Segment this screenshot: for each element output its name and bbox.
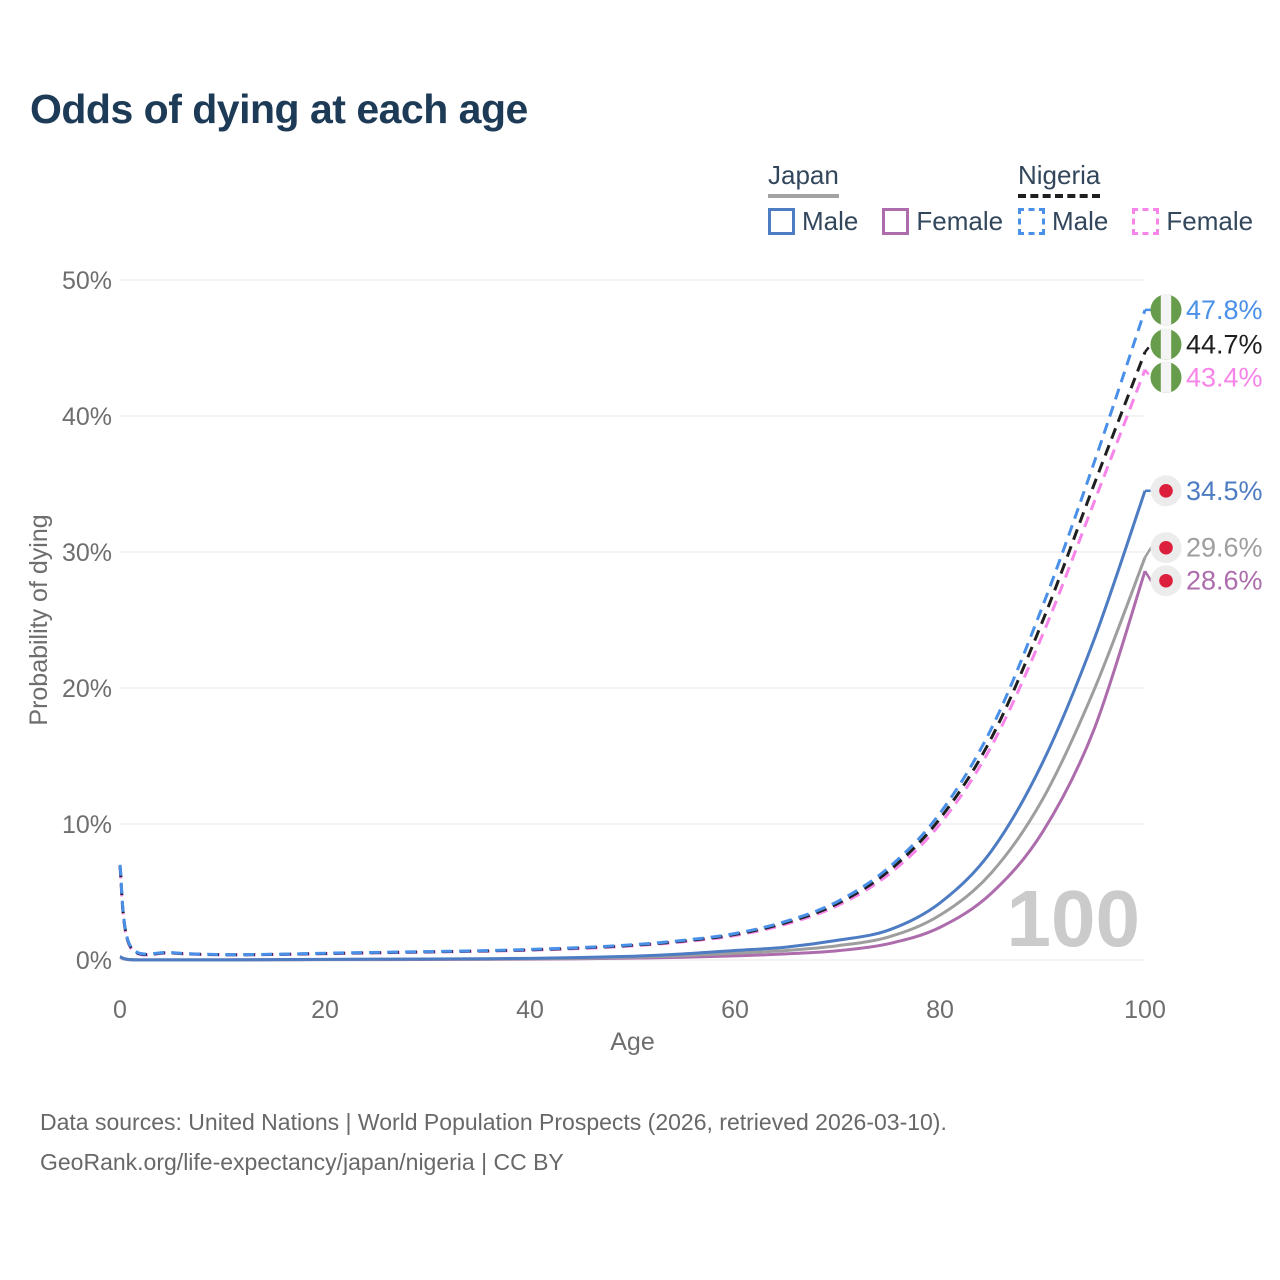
- hover-age-watermark: 100: [1007, 874, 1140, 963]
- series-end-label: 34.5%: [1186, 476, 1263, 506]
- y-tick-label: 30%: [62, 539, 112, 567]
- legend-item-label: Female: [916, 206, 1004, 236]
- y-axis-title: Probability of dying: [25, 514, 53, 725]
- legend-header-japan[interactable]: Japan: [768, 160, 839, 198]
- series-end-label: 44.7%: [1186, 329, 1263, 359]
- x-tick-label: 0: [113, 996, 127, 1024]
- nigeria-flag-icon: [1150, 294, 1182, 326]
- x-tick-label: 100: [1124, 996, 1166, 1024]
- series-line-japan-male[interactable]: [119, 490, 1147, 962]
- legend-item-japan-female[interactable]: Female: [882, 206, 1003, 237]
- series-end-label: 29.6%: [1186, 533, 1263, 563]
- legend-item-nigeria-male[interactable]: Male: [1018, 206, 1108, 237]
- x-tick-label: 80: [926, 996, 954, 1024]
- japan-flag-icon: [1150, 475, 1182, 507]
- legend-item-nigeria-female[interactable]: Female: [1132, 206, 1253, 237]
- series-line-nigeria-male[interactable]: [118, 309, 1147, 957]
- y-tick-label: 10%: [62, 811, 112, 839]
- data-sources-line: Data sources: United Nations | World Pop…: [40, 1109, 947, 1135]
- legend-item-label: Male: [802, 206, 859, 236]
- series-line-nigeria-both-sexes[interactable]: [118, 351, 1147, 957]
- japan-male-swatch-icon: [768, 208, 795, 235]
- legend-item-label: Male: [1052, 206, 1109, 236]
- y-tick-label: 20%: [62, 675, 112, 703]
- japan-female-swatch-icon: [882, 208, 910, 235]
- nigeria-male-swatch-icon: [1018, 208, 1045, 235]
- nigeria-flag-icon: [1150, 328, 1182, 360]
- attribution-line: GeoRank.org/life-expectancy/japan/nigeri…: [40, 1149, 564, 1175]
- x-tick-label: 40: [516, 996, 544, 1024]
- chart-footer: Data sources: United Nations | World Pop…: [40, 1102, 947, 1182]
- series-end-label: 47.8%: [1186, 295, 1263, 325]
- x-tick-label: 20: [311, 996, 339, 1024]
- plot-area[interactable]: [120, 280, 1145, 960]
- legend-group-japan: Japan Male Female: [768, 160, 1003, 237]
- japan-flag-icon: [1150, 565, 1182, 597]
- x-axis-title: Age: [610, 1028, 654, 1056]
- chart-title: Odds of dying at each age: [30, 86, 528, 132]
- y-tick-label: 0%: [76, 947, 112, 975]
- x-tick-label: 60: [721, 996, 749, 1024]
- y-tick-label: 40%: [62, 403, 112, 431]
- nigeria-flag-icon: [1150, 361, 1182, 393]
- legend-group-nigeria: Nigeria Male Female: [1018, 160, 1253, 237]
- series-end-label: 28.6%: [1186, 566, 1263, 596]
- y-tick-label: 50%: [62, 267, 112, 295]
- series-end-label: 43.4%: [1186, 362, 1263, 392]
- legend-item-japan-male[interactable]: Male: [768, 206, 858, 237]
- japan-flag-icon: [1150, 532, 1182, 564]
- legend-header-nigeria[interactable]: Nigeria: [1018, 160, 1101, 198]
- nigeria-female-swatch-icon: [1132, 208, 1160, 235]
- legend-item-label: Female: [1166, 206, 1254, 236]
